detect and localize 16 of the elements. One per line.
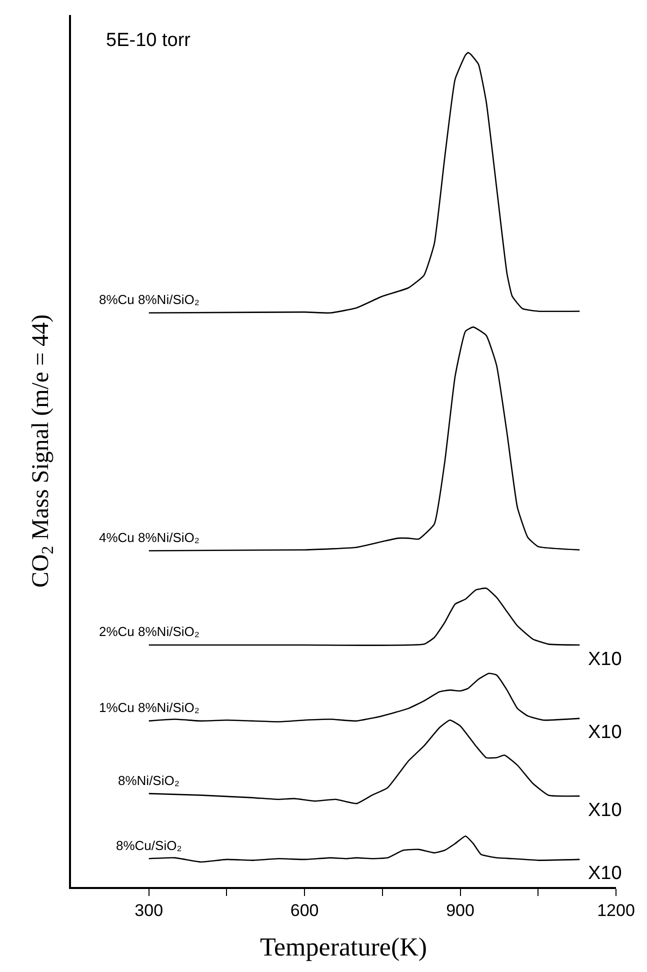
series-label: 2%Cu 8%Ni/SiO₂ [99, 624, 200, 639]
x-tick-label: 900 [446, 901, 474, 920]
series-label: 4%Cu 8%Ni/SiO₂ [99, 530, 200, 545]
x-tick-label: 300 [134, 901, 164, 920]
x-tick-label: 600 [290, 901, 319, 920]
annotation: X10 [588, 649, 622, 670]
annotation: X10 [588, 800, 622, 821]
annotation: X10 [588, 863, 622, 884]
series-label: 8%Cu 8%Ni/SiO₂ [99, 292, 200, 307]
series-label: 8%Cu/SiO₂ [116, 838, 182, 853]
series-label: 8%Ni/SiO₂ [118, 773, 180, 788]
text: 5E-10 torr [106, 30, 192, 51]
x-tick-label: 1200 [597, 901, 635, 920]
x-axis-title: Temperature(K) [260, 932, 428, 962]
series-label: 1%Cu 8%Ni/SiO₂ [99, 700, 200, 715]
annotation: X10 [588, 722, 622, 743]
